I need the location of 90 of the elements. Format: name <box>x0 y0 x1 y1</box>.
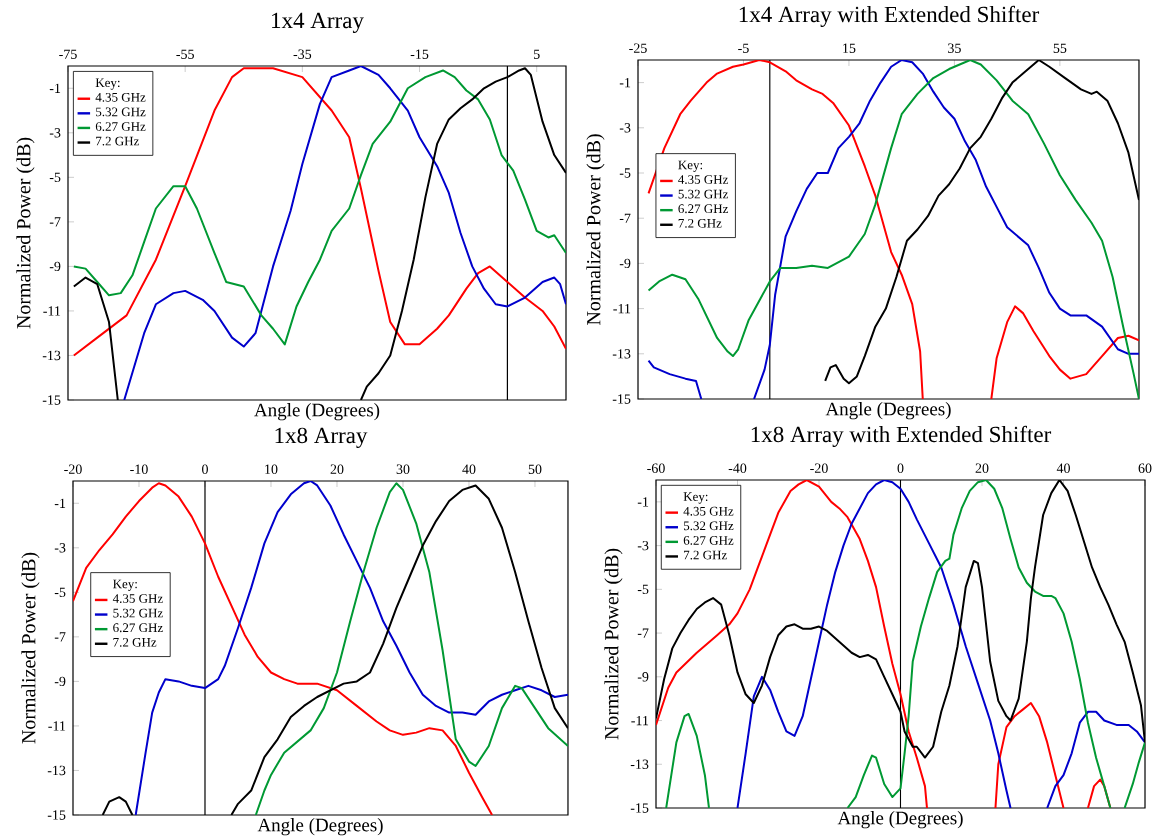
y-tick-label: -9 <box>637 672 649 682</box>
y-tick-label: -13 <box>47 765 66 776</box>
y-tick-label: -13 <box>42 350 61 361</box>
y-tick-label: -1 <box>54 498 66 508</box>
y-tick-label: -11 <box>48 721 66 731</box>
x-tick-label: 15 <box>843 43 856 53</box>
legend-title: Key: <box>678 160 703 172</box>
x-tick-label: 0 <box>202 464 208 474</box>
legend-label: 5.32 GHz <box>96 107 146 117</box>
y-tick-label: -3 <box>637 540 649 551</box>
legend-label: 5.32 GHz <box>683 521 734 531</box>
x-tick-label: 50 <box>528 464 542 474</box>
legend-label: 5.32 GHz <box>113 608 163 618</box>
x-axis-title: Angle (Degrees) <box>837 811 963 829</box>
y-tick-label: -7 <box>637 628 649 638</box>
x-tick-label: -10 <box>130 464 148 474</box>
y-tick-label: -7 <box>619 213 631 223</box>
x-tick-label: 20 <box>975 463 989 473</box>
y-tick-label: -9 <box>619 258 631 269</box>
x-tick-label: -20 <box>810 463 828 473</box>
chart-title: 1x8 Array <box>275 427 368 448</box>
x-tick-label: -75 <box>59 49 77 59</box>
legend-title: Key: <box>95 78 120 90</box>
y-tick-label: -15 <box>612 394 631 404</box>
y-tick-label: -7 <box>49 217 61 227</box>
y-tick-label: -9 <box>49 261 61 272</box>
legend-label: 5.32 GHz <box>678 189 729 199</box>
y-tick-label: -13 <box>612 349 631 359</box>
y-tick-label: -1 <box>637 497 649 507</box>
legend-label: 7.2 GHz <box>113 637 157 647</box>
legend-label: 6.27 GHz <box>95 122 146 131</box>
y-axis-title: Normalized Power (dB) <box>16 137 35 329</box>
x-tick-label: -25 <box>629 43 647 53</box>
y-axis-title: Normalized Power (dB) <box>21 552 40 744</box>
x-axis-title: Angle (Degrees) <box>254 403 380 421</box>
y-tick-label: -3 <box>49 128 61 138</box>
y-tick-label: -5 <box>49 172 61 182</box>
legend-label: 4.35 GHz <box>112 594 163 603</box>
chart-title: 1x4 Array <box>272 12 364 33</box>
legend-label: 7.2 GHz <box>96 136 139 146</box>
legend-label: 6.27 GHz <box>678 204 729 214</box>
y-tick-label: -3 <box>619 123 631 133</box>
y-tick-label: -15 <box>47 810 66 820</box>
y-tick-label: -5 <box>637 584 649 594</box>
legend-label: 4.35 GHz <box>678 175 729 184</box>
x-tick-label: -60 <box>647 463 665 473</box>
line-series <box>73 482 494 815</box>
x-tick-label: 0 <box>897 463 904 473</box>
x-tick-label: -5 <box>738 43 749 53</box>
x-tick-label: 5 <box>534 49 540 59</box>
chart-title: 1x8 Array with Extended Shifter <box>751 425 1052 447</box>
x-tick-label: -35 <box>293 49 312 59</box>
x-tick-label: 55 <box>1053 43 1067 53</box>
x-tick-label: -55 <box>176 49 194 59</box>
y-tick-label: -13 <box>630 759 649 769</box>
x-tick-label: 10 <box>265 464 278 474</box>
y-tick-label: -5 <box>619 168 631 178</box>
y-tick-label: -15 <box>630 803 649 813</box>
legend-label: 7.2 GHz <box>684 550 727 560</box>
y-axis-title: Normalized Power (dB) <box>604 548 623 740</box>
y-axis-title: Normalized Power (dB) <box>586 134 605 326</box>
chart-title: 1x4 Array with Extended Shifter <box>739 5 1040 27</box>
x-tick-label: 30 <box>396 464 410 474</box>
x-tick-label: 35 <box>948 43 961 53</box>
legend-label: 4.35 GHz <box>683 506 734 516</box>
x-tick-label: 40 <box>1056 463 1070 473</box>
x-axis-title: Angle (Degrees) <box>257 818 383 836</box>
legend-title: Key: <box>113 579 137 591</box>
legend-label: 4.35 GHz <box>95 92 146 102</box>
x-tick-label: 40 <box>462 464 476 474</box>
x-tick-label: 60 <box>1138 463 1152 473</box>
y-tick-label: -5 <box>54 587 66 597</box>
y-tick-label: -15 <box>42 395 61 405</box>
y-tick-label: -11 <box>613 304 631 314</box>
x-tick-label: -40 <box>728 463 747 473</box>
x-tick-label: -20 <box>64 464 82 474</box>
y-tick-label: -11 <box>631 715 649 726</box>
x-tick-label: -15 <box>410 49 429 59</box>
x-tick-label: 20 <box>330 464 344 474</box>
legend-title: Key: <box>683 492 708 504</box>
y-tick-label: -7 <box>54 632 66 642</box>
y-tick-label: -3 <box>54 543 66 553</box>
y-tick-label: -9 <box>54 676 66 687</box>
y-tick-label: -1 <box>619 78 631 88</box>
legend-label: 6.27 GHz <box>683 536 734 545</box>
legend-label: 7.2 GHz <box>678 218 722 228</box>
y-tick-label: -11 <box>43 306 61 316</box>
x-axis-title: Angle (Degrees) <box>825 402 951 420</box>
y-tick-label: -1 <box>49 83 61 93</box>
legend-label: 6.27 GHz <box>113 623 163 633</box>
